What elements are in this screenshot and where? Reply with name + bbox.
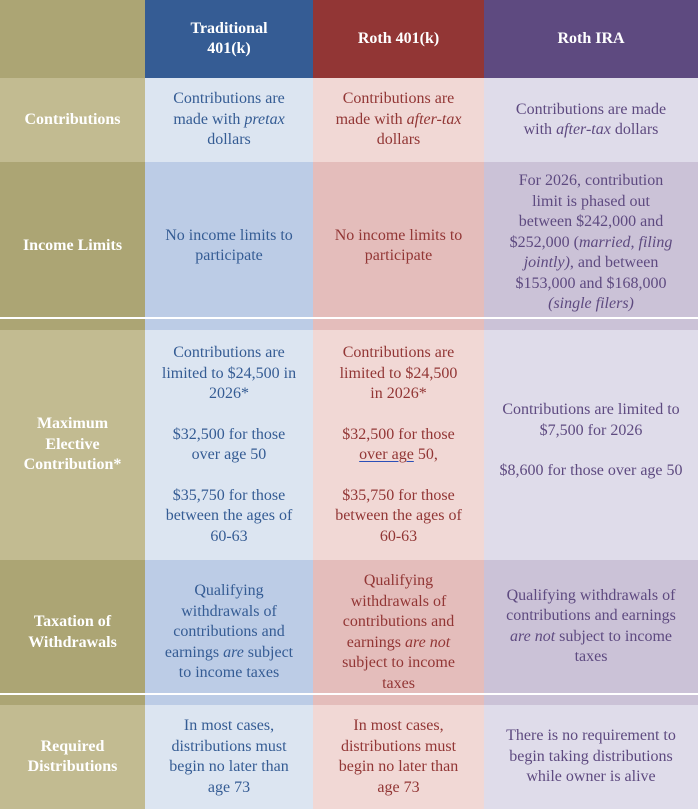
contributions-roth-ira: Contributions are made with after-tax do… [484,78,698,162]
text: Elective [45,435,100,453]
text: $32,500 for those [342,425,455,443]
row-label-max-elective-contribution: Maximum Elective Contribution* [0,330,145,560]
contributions-traditional: Contributions are made with pretax dolla… [145,78,313,162]
header-roth-401k: Roth 401(k) [313,0,484,78]
required-distributions-traditional: In most cases, distributions must begin … [145,705,313,809]
max-contribution-traditional: Contributions are limited to $24,500 in … [145,330,313,560]
text: No income limits to participate [165,226,293,265]
text: 50, [413,446,438,463]
required-distributions-roth-ira: There is no requirement to begin taking … [484,705,698,809]
text: Qualifying withdrawals of contributions … [506,586,676,625]
emphasis-text: after-tax [556,121,611,138]
emphasis-text: married, filing jointly) [523,233,673,272]
income-limits-roth-401k: No income limits to participate [313,162,484,330]
text: Contributions are made with [173,90,285,128]
taxation-roth-ira: Qualifying withdrawals of contributions … [484,560,698,705]
text: , and between $153,000 and $168,000 [515,254,667,292]
text: In most cases, distributions must begin … [338,717,459,796]
text: $8,600 for those over age 50 [499,462,683,480]
max-contribution-roth-401k: Contributions are limited to $24,500 in … [313,330,484,560]
spellcheck-underlined-text: over age [359,446,414,463]
taxation-traditional: Qualifying withdrawals of contributions … [145,560,313,705]
income-limits-roth-ira: For 2026, contribution limit is phased o… [484,162,698,330]
max-contribution-roth-ira: Contributions are limited to $7,500 for … [484,330,698,560]
text: $35,750 for those between the ages of 60… [335,486,462,545]
header-roth-ira: Roth IRA [484,0,698,78]
text: $32,500 for those over age 50 [172,425,286,464]
text: subject to income taxes [178,643,294,682]
text: dollars [207,131,251,149]
text: There is no requirement to begin taking … [506,727,676,786]
row-label-contributions: Contributions [0,78,145,162]
row-label-required-distributions: Required Distributions [0,705,145,809]
contributions-roth-401k: Contributions are made with after-tax do… [313,78,484,162]
header-corner [0,0,145,78]
text: Required [40,737,105,755]
text: For 2026, contribution limit is phased o… [509,172,664,251]
required-distributions-roth-401k: In most cases, distributions must begin … [313,705,484,809]
emphasis-text: pretax [244,110,285,128]
row-label-taxation-of-withdrawals: Taxation of Withdrawals [0,560,145,705]
text: dollars [376,131,421,149]
taxation-roth-401k: Qualifying withdrawals of contributions … [313,560,484,705]
text: $35,750 for those between the ages of 60… [165,486,293,545]
text: Distributions [27,758,118,775]
text: Qualifying withdrawals of contributions … [342,572,455,651]
income-limits-traditional: No income limits to participate [145,162,313,330]
text: subject to income taxes [555,627,673,666]
row-label-income-limits: Income Limits [0,162,145,330]
text: Contribution* [23,456,122,474]
text: dollars [610,121,659,138]
text: In most cases, distributions must begin … [169,717,289,796]
text: Contributions are limited to $24,500 in … [339,344,458,402]
emphasis-text: are not [509,627,556,645]
text: Contributions are made with [335,90,455,128]
text: Contributions are limited to $7,500 for … [502,401,680,439]
header-traditional-401k: Traditional 401(k) [145,0,313,78]
text: subject to income taxes [342,654,455,692]
text: Taxation of [33,613,112,630]
text: No income limits to participate [334,226,463,265]
text: Qualifying withdrawals of contributions … [164,582,285,661]
header-traditional-line2: 401(k) [207,40,251,57]
header-traditional-line1: Traditional [190,20,268,37]
emphasis-text: (single filers) [548,295,634,313]
emphasis-text: are not [405,633,451,651]
emphasis-text: after-tax [406,110,462,128]
text: Contributions are made with [515,100,667,139]
text: Withdrawals [28,633,117,651]
emphasis-text: are [223,643,244,661]
text: Maximum [36,415,109,433]
text: Contributions are limited to $24,500 in … [161,344,297,402]
